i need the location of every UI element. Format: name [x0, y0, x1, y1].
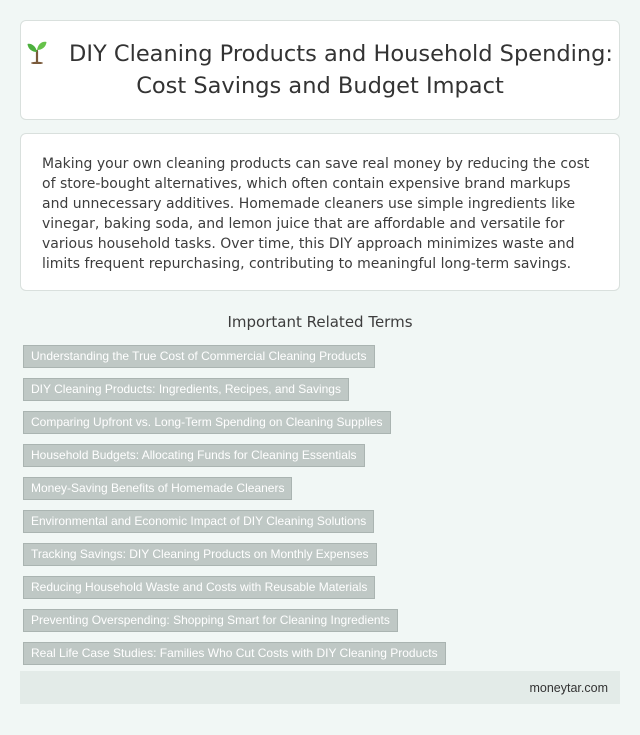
related-term-link[interactable]: Real Life Case Studies: Families Who Cut…	[23, 642, 446, 665]
page-title-text: DIY Cleaning Products and Household Spen…	[69, 40, 613, 99]
title-card: DIY Cleaning Products and Household Spen…	[20, 20, 620, 120]
intro-card: Making your own cleaning products can sa…	[20, 133, 620, 291]
related-term-link[interactable]: Understanding the True Cost of Commercia…	[23, 345, 375, 368]
related-term-link[interactable]: Preventing Overspending: Shopping Smart …	[23, 609, 398, 632]
related-term-link[interactable]: Household Budgets: Allocating Funds for …	[23, 444, 365, 467]
related-term-link[interactable]: Reducing Household Waste and Costs with …	[23, 576, 376, 599]
page-title: DIY Cleaning Products and Household Spen…	[21, 40, 619, 101]
intro-paragraph: Making your own cleaning products can sa…	[42, 156, 590, 272]
related-terms-heading: Important Related Terms	[227, 313, 413, 331]
footer: moneytar.com	[20, 671, 620, 704]
footer-site-name: moneytar.com	[529, 680, 608, 695]
related-term-link[interactable]: Money-Saving Benefits of Homemade Cleane…	[23, 477, 293, 500]
related-term-link[interactable]: Tracking Savings: DIY Cleaning Products …	[23, 543, 377, 566]
related-term-link[interactable]: Environmental and Economic Impact of DIY…	[23, 510, 375, 533]
related-term-link[interactable]: Comparing Upfront vs. Long-Term Spending…	[23, 411, 391, 434]
related-terms-list: Understanding the True Cost of Commercia…	[23, 345, 446, 675]
sprout-icon	[27, 40, 47, 72]
related-term-link[interactable]: DIY Cleaning Products: Ingredients, Reci…	[23, 378, 349, 401]
